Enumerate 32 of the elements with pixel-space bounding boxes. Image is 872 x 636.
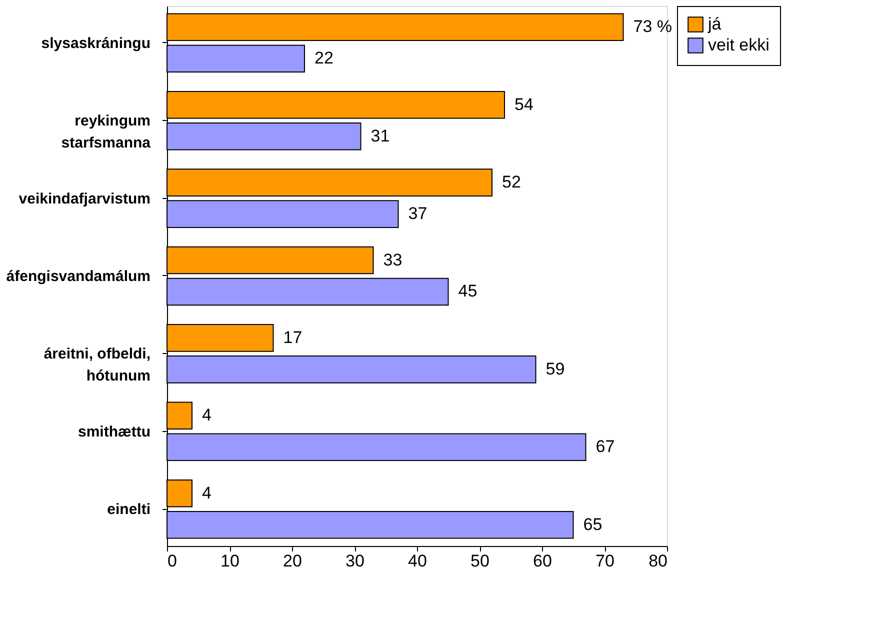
data-label: 37 [408,204,428,224]
data-label: 67 [596,437,615,456]
data-label: 54 [514,94,534,114]
data-label: 65 [583,514,602,534]
x-tick-label: 50 [470,552,490,570]
data-label: 22 [314,48,334,68]
legend-label: já [707,14,722,34]
data-label: 59 [546,359,565,378]
data-label: 52 [502,172,521,192]
y-tick-label: veikindafjarvistum [18,190,150,208]
x-tick-label: 40 [408,552,427,570]
y-tick-label: áreitni, ofbeldi, hótunum [44,346,150,385]
x-tick-label: 20 [283,552,302,570]
x-tick-label: 0 [168,552,177,570]
data-label: 45 [458,282,478,301]
y-tick-label: einelti [107,501,150,518]
data-label: 73 % [633,17,672,36]
y-tick-label: slysaskráningu [41,34,150,52]
x-tick-label: 10 [220,552,240,570]
data-label: 4 [202,483,212,502]
data-label: 33 [383,250,402,270]
x-tick-label: 30 [346,552,364,570]
x-tick-label: 80 [648,552,668,570]
y-tick-label: smithættu [78,423,150,440]
data-label: 17 [283,328,302,347]
data-label: 31 [370,126,390,146]
y-tick-label: reykingum starfsmanna [61,112,152,152]
legend-label: veit ekki [708,36,770,54]
x-tick-label: 60 [533,552,552,570]
y-tick-label: áfengisvandamálum [6,268,150,285]
x-tick-label: 70 [596,552,614,570]
data-label: 4 [202,406,212,425]
